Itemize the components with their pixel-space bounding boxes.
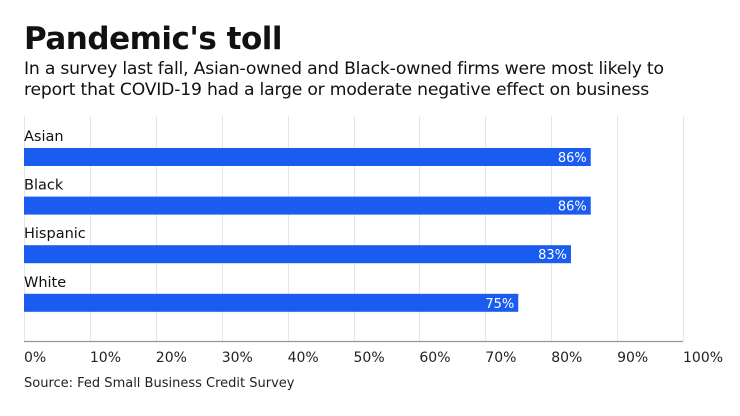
x-tick-label: 20% [156,350,187,366]
bar [24,245,571,264]
chart-title: Pandemic's toll [24,21,283,57]
x-tick-label: 10% [90,350,121,366]
x-tick-label: 30% [222,350,253,366]
bar-value-label: 75% [485,297,514,312]
bar-value-label: 86% [558,200,587,215]
x-tick-label: 70% [485,350,516,366]
x-tick-label: 60% [419,350,450,366]
x-tick-label: 90% [617,350,648,366]
x-tick-label: 100% [683,350,723,366]
x-tick-label: 40% [288,350,319,366]
bar [24,148,591,166]
bar-value-label: 83% [538,248,567,263]
source-note: Source: Fed Small Business Credit Survey [24,376,295,391]
x-tick-label: 80% [551,350,582,366]
subtitle-line-1: In a survey last fall, Asian-owned and B… [24,59,664,79]
subtitle-line-2: report that COVID-19 had a large or mode… [24,80,650,100]
category-label: Asian [24,129,64,145]
chart-subtitle: In a survey last fall, Asian-owned and B… [24,59,734,101]
x-axis: 0% 10% 20% 30% 40% 50% 60% 70% 80% 90% 100% [24,340,723,366]
bar [24,293,519,312]
bar [24,196,591,215]
bars: Asian 86% Black 86% Hispanic 83% White 75% [24,129,591,312]
category-label: Hispanic [24,226,86,242]
x-tick-label: 50% [354,350,385,366]
category-label: Black [24,178,64,194]
bar-value-label: 86% [558,151,587,166]
x-tick-label: 0% [24,350,46,366]
category-label: White [24,275,66,291]
